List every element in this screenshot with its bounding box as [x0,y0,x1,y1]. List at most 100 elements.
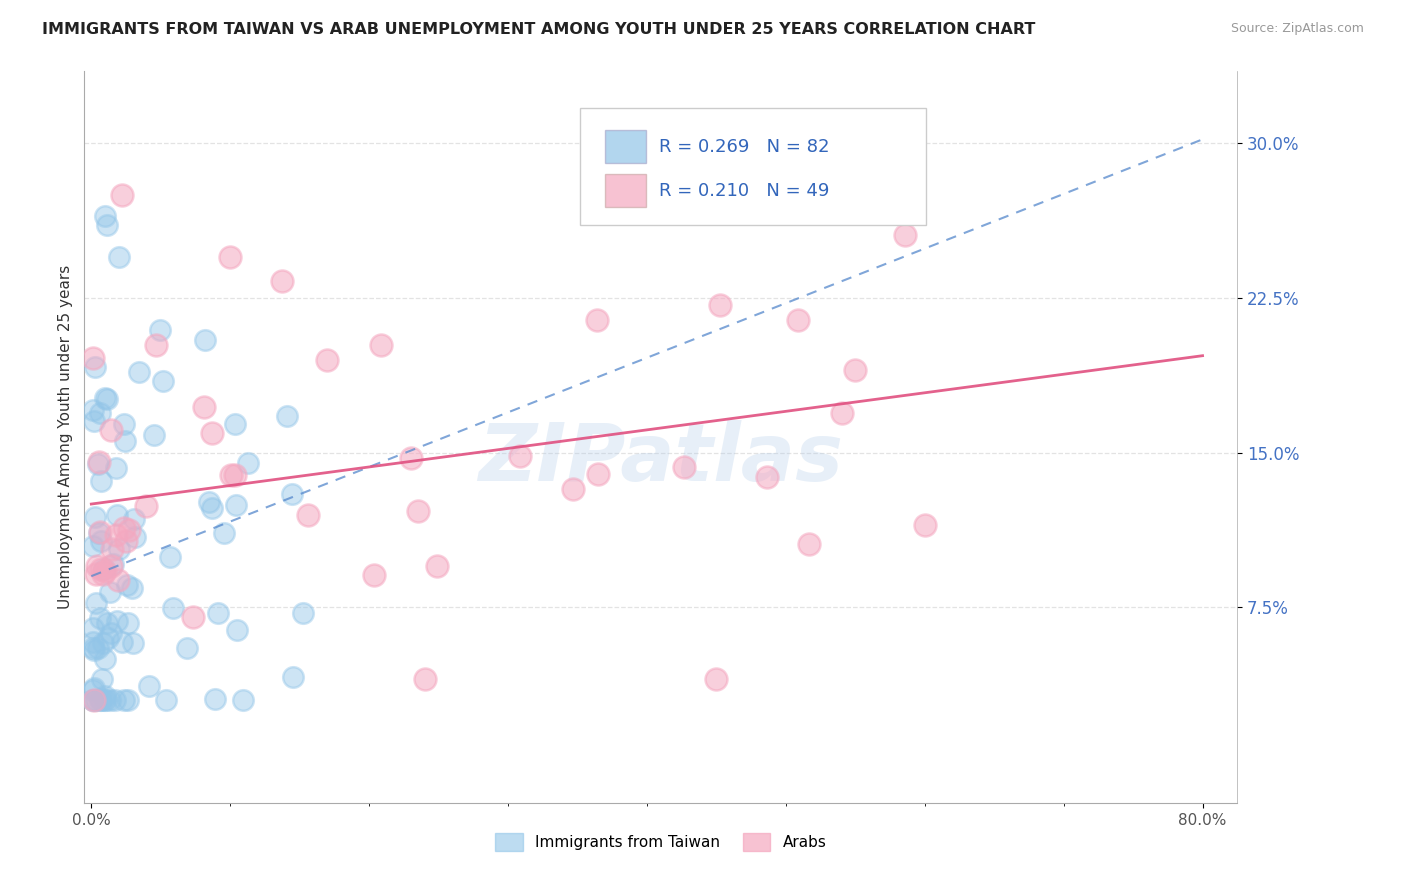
Point [96,693,118,707]
Point [198,494,221,508]
Point [86,559,108,574]
Point [105,508,128,522]
Point [207,606,229,620]
Text: ZIPatlas: ZIPatlas [478,420,844,498]
Point [108,250,131,264]
Point [408,504,430,518]
Point [93,693,115,707]
Point [94,689,117,703]
Point [84,360,107,375]
Point [90,534,112,549]
Point [755,469,778,483]
Bar [606,130,645,163]
Point [585,313,607,327]
Point [84,596,107,610]
Point [82,403,104,417]
Point [93,562,115,576]
Point [413,672,436,686]
Point [82,635,104,649]
Point [214,525,236,540]
Point [100,559,122,574]
Point [84,567,107,582]
Point [238,456,260,470]
Point [706,672,728,686]
Point [276,409,298,423]
Point [101,557,124,571]
Point [281,670,304,684]
Point [89,406,111,420]
Point [363,567,385,582]
Point [122,512,145,526]
Point [89,524,111,539]
Point [271,274,294,288]
Point [135,500,157,514]
Point [844,363,866,377]
Point [91,635,114,649]
Point [82,540,104,554]
Point [98,584,121,599]
Point [128,365,150,379]
Point [90,562,112,576]
Point [316,352,339,367]
Point [114,434,136,448]
Point [162,601,184,615]
Point [201,501,224,516]
Point [89,526,111,541]
Text: R = 0.210   N = 49: R = 0.210 N = 49 [658,182,830,200]
Point [84,509,107,524]
Point [194,333,217,347]
Point [112,417,135,431]
Point [149,323,172,337]
Point [193,400,215,414]
Point [232,693,254,707]
Point [893,228,915,243]
Point [204,692,226,706]
Point [176,641,198,656]
Point [84,693,107,707]
Point [797,537,820,551]
Point [108,541,131,556]
Point [82,693,104,707]
Point [82,351,104,365]
Y-axis label: Unemployment Among Youth under 25 years: Unemployment Among Youth under 25 years [58,265,73,609]
Point [672,460,695,475]
Point [562,482,585,496]
Bar [606,174,645,207]
Point [831,407,853,421]
Point [90,693,112,707]
Point [82,683,104,698]
Point [155,693,177,707]
Point [118,524,141,538]
Point [219,250,242,264]
Point [89,611,111,625]
Point [117,577,139,591]
Point [107,573,129,587]
Point [159,550,181,565]
Text: Source: ZipAtlas.com: Source: ZipAtlas.com [1230,22,1364,36]
Point [87,641,110,656]
Point [82,621,104,635]
Point [143,428,166,442]
Point [281,486,304,500]
Point [83,681,105,696]
Point [117,693,139,707]
Point [145,338,167,352]
Point [115,533,138,548]
Point [83,693,105,707]
Point [121,581,143,595]
Point [86,457,108,471]
Point [219,468,242,483]
Point [97,631,120,645]
Point [96,392,118,407]
Point [104,460,127,475]
Point [138,679,160,693]
Point [96,219,118,233]
Text: IMMIGRANTS FROM TAIWAN VS ARAB UNEMPLOYMENT AMONG YOUTH UNDER 25 YEARS CORRELATI: IMMIGRANTS FROM TAIWAN VS ARAB UNEMPLOYM… [42,22,1036,37]
Point [94,652,117,666]
Point [94,392,117,406]
Point [588,467,610,482]
FancyBboxPatch shape [581,108,927,225]
Point [124,530,146,544]
Point [914,517,936,532]
Point [297,508,319,523]
